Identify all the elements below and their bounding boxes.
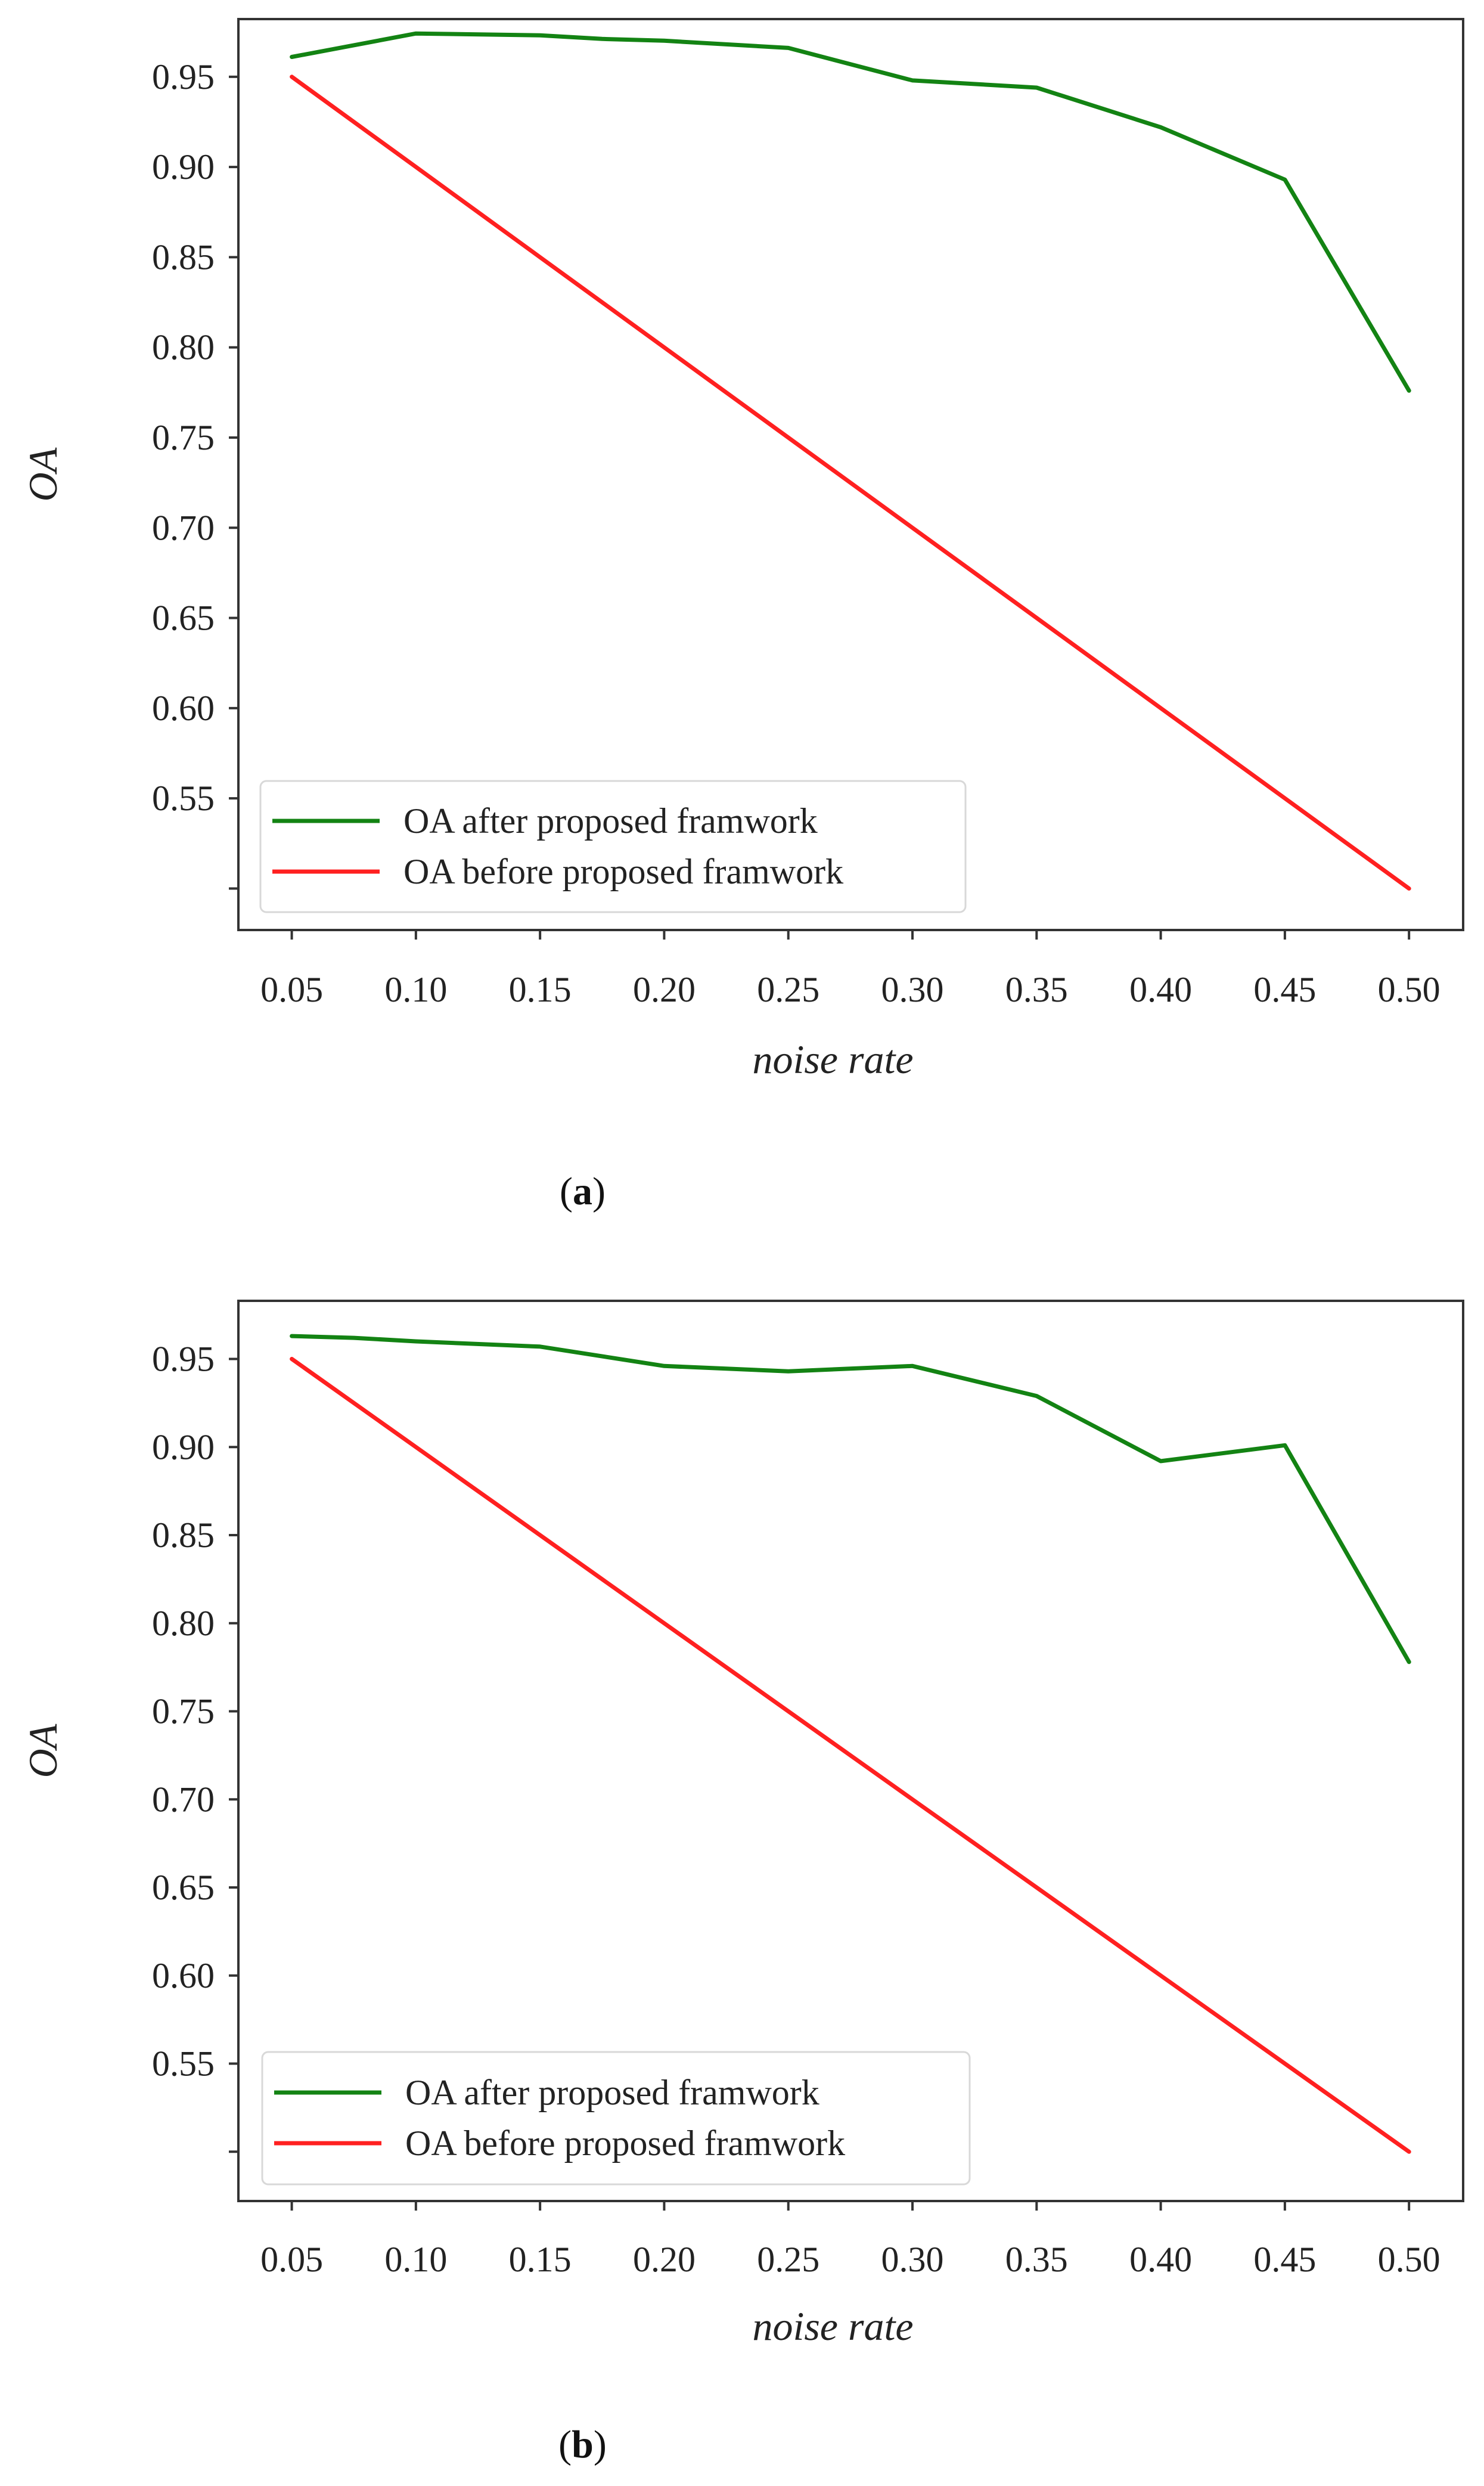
series-line-after: [290, 31, 1411, 393]
y-tick-label: 0.70: [152, 1780, 215, 1819]
x-tick-label: 0.40: [1129, 2240, 1192, 2279]
x-tick-label: 0.15: [509, 970, 572, 1009]
y-tick-label: 0.90: [152, 1427, 215, 1467]
x-tick-label: 0.10: [384, 2240, 447, 2279]
caption-open-paren: (: [558, 2423, 572, 2466]
y-tick-label: 0.85: [152, 237, 215, 277]
y-tick-label: 0.80: [152, 1604, 215, 1643]
caption-close-paren: ): [592, 1170, 606, 1213]
x-axis-title: noise rate: [752, 2304, 913, 2349]
y-tick-label: 0.85: [152, 1515, 215, 1555]
x-tick-label: 0.30: [881, 2240, 944, 2279]
caption-open-paren: (: [560, 1170, 573, 1213]
x-axis-title: noise rate: [752, 1037, 913, 1082]
y-tick-label: 0.55: [152, 779, 215, 818]
x-tick-label: 0.40: [1129, 970, 1192, 1009]
x-tick-label: 0.25: [757, 970, 819, 1009]
legend-label-after: OA after proposed framwork: [403, 801, 818, 841]
x-tick-label: 0.25: [757, 2240, 819, 2279]
y-tick-label: 0.70: [152, 508, 215, 547]
legend-box: [261, 2051, 971, 2186]
series-line-before: [290, 1357, 1411, 2154]
x-tick-label: 0.15: [509, 2240, 572, 2279]
caption-letter: a: [573, 1170, 592, 1213]
x-tick-label: 0.05: [260, 970, 323, 1009]
plot-frame: [237, 1300, 1464, 2202]
series-line-after: [290, 1334, 1411, 1664]
x-tick-label: 0.45: [1253, 2240, 1316, 2279]
x-tick-label: 0.35: [1005, 2240, 1068, 2279]
caption-letter: b: [572, 2423, 594, 2466]
legend-label-after: OA after proposed framwork: [405, 2073, 819, 2112]
y-tick-label: 0.80: [152, 328, 215, 367]
x-tick-label: 0.50: [1378, 2240, 1440, 2279]
legend-label-before: OA before proposed framwork: [405, 2124, 845, 2163]
legend-label-before: OA before proposed framwork: [403, 852, 843, 891]
y-tick-label: 0.65: [152, 1868, 215, 1907]
y-tick-label: 0.65: [152, 599, 215, 638]
y-axis-title: OA: [20, 447, 66, 501]
panel-caption: (b): [558, 2423, 607, 2466]
y-tick-label: 0.55: [152, 2044, 215, 2084]
chart-panel-a: 0.55 0.60 0.65 0.70 0.75 0.80 0.85 0.90 0.95 0.05…: [20, 18, 1464, 1213]
x-tick-label: 0.20: [633, 2240, 696, 2279]
chart-panel-b: 0.55 0.60 0.65 0.70 0.75 0.80 0.85 0.90 0.95 0.05…: [20, 1300, 1464, 2466]
y-tick-label: 0.60: [152, 1956, 215, 1995]
y-tick-label: 0.75: [152, 1692, 215, 1731]
x-tick-label: 0.20: [633, 970, 696, 1009]
y-tick-label: 0.95: [152, 57, 215, 97]
caption-close-paren: ): [594, 2423, 607, 2466]
x-tick-label: 0.45: [1253, 970, 1316, 1009]
plot-frame: [237, 18, 1464, 931]
x-tick-label: 0.05: [260, 2240, 323, 2279]
y-tick-label: 0.90: [152, 147, 215, 187]
x-tick-label: 0.50: [1378, 970, 1440, 1009]
x-tick-label: 0.35: [1005, 970, 1068, 1009]
y-tick-label: 0.95: [152, 1340, 215, 1379]
legend-box: [259, 780, 967, 913]
y-tick-label: 0.75: [152, 418, 215, 457]
x-tick-label: 0.30: [881, 970, 944, 1009]
panel-caption: (a): [560, 1170, 606, 1213]
series-line-before: [290, 75, 1411, 891]
y-axis-title: OA: [20, 1724, 66, 1778]
x-tick-label: 0.10: [384, 970, 447, 1009]
y-tick-label: 0.60: [152, 689, 215, 728]
